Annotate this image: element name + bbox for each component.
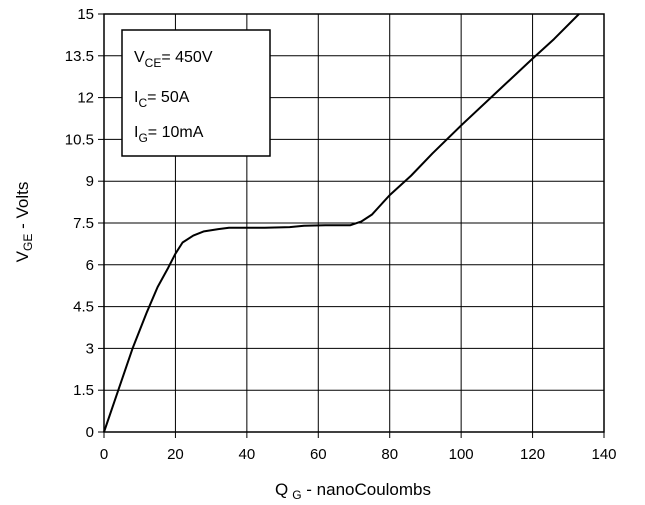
y-tick-labels: 0 1.5 3 4.5 6 7.5 9 10.5 12 13.5 15 <box>65 6 94 441</box>
x-tick-label-1: 20 <box>167 446 184 463</box>
series-layer <box>103 13 580 433</box>
y-tick-label-4: 6 <box>86 257 94 274</box>
x-axis-title-rest: - nanoCoulombs <box>302 480 431 499</box>
y-tick-label-6: 9 <box>86 173 94 190</box>
y-axis-title-rest: - Volts <box>13 182 32 234</box>
x-tick-label-2: 40 <box>239 446 256 463</box>
condition-vce-symbol: V <box>134 49 145 66</box>
conditions-box-frame <box>121 29 271 157</box>
condition-vce-subscript: CE <box>145 56 162 70</box>
y-tick-label-0: 0 <box>86 424 94 441</box>
x-axis-title-symbol: Q <box>275 480 288 499</box>
y-tick-label-1: 1.5 <box>73 382 94 399</box>
y-tick-label-10: 15 <box>77 6 94 23</box>
condition-ic-value: = 50A <box>147 89 190 106</box>
plot-frame <box>98 13 605 438</box>
x-tick-label-3: 60 <box>310 446 327 463</box>
grid <box>104 14 604 432</box>
y-axis-title-symbol: V <box>13 250 32 262</box>
condition-ic-symbol: I <box>134 89 138 106</box>
x-axis-title-subscript: G <box>292 488 301 502</box>
condition-ic: IC= 50A <box>134 89 190 110</box>
x-tick-label-6: 120 <box>520 446 545 463</box>
y-tick-label-8: 12 <box>77 90 94 107</box>
y-tick-label-3: 4.5 <box>73 299 94 316</box>
x-tick-label-4: 80 <box>381 446 398 463</box>
condition-ig: IG= 10mA <box>134 124 204 145</box>
condition-vce: VCE= 450V <box>134 49 213 70</box>
y-tick-label-7: 10.5 <box>65 131 94 148</box>
condition-ig-symbol: I <box>134 124 138 141</box>
condition-ig-value: = 10mA <box>148 124 204 141</box>
y-tick-label-5: 7.5 <box>73 215 94 232</box>
y-tick-label-2: 3 <box>86 340 94 357</box>
x-tick-label-0: 0 <box>100 446 108 463</box>
x-tick-label-5: 100 <box>449 446 474 463</box>
condition-ic-subscript: C <box>138 96 147 110</box>
y-axis-title: VGE - Volts <box>13 182 35 263</box>
series-line-0 <box>103 13 580 433</box>
condition-vce-value: = 450V <box>161 49 212 66</box>
condition-ig-subscript: G <box>138 131 147 145</box>
y-axis-title-subscript: GE <box>21 234 35 251</box>
conditions-box: VCE= 450V IC= 50A IG= 10mA <box>121 29 271 157</box>
x-tick-labels: 0 20 40 60 80 100 120 140 <box>100 446 617 463</box>
x-tick-label-7: 140 <box>591 446 616 463</box>
y-tick-label-9: 13.5 <box>65 48 94 65</box>
